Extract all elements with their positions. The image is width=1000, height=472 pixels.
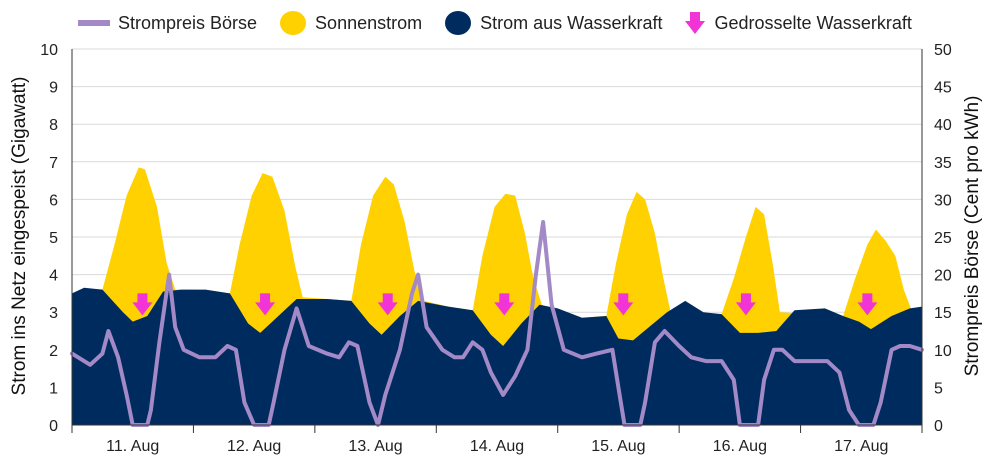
y-tick-label-left: 0 [49,418,58,435]
x-tick-label: 17. Aug [834,438,888,455]
y-tick-label-left: 4 [49,268,58,285]
y-tick-label-right: 35 [934,155,952,172]
throttled-arrows [132,293,878,316]
y-tick-label-left: 2 [49,343,58,360]
y-tick-label-left: 10 [40,42,58,59]
y-tick-label-right: 0 [934,418,943,435]
y-tick-label-right: 25 [934,230,952,247]
chart-legend: Strompreis Börse Sonnenstrom Strom aus W… [78,10,934,36]
y-tick-label-right: 40 [934,117,952,134]
x-tick-label: 14. Aug [470,438,524,455]
legend-label-throttled: Gedrosselte Wasserkraft [714,12,912,33]
throttled-arrow-icon [494,293,515,316]
y-axis-left-title: Strom ins Netz eingespeist (Gigawatt) [9,77,30,396]
y-tick-label-right: 30 [934,192,952,209]
legend-item-hydro: Strom aus Wasserkraft [444,10,662,36]
legend-item-throttled: Gedrosselte Wasserkraft [684,11,912,35]
x-tick-label: 13. Aug [348,438,402,455]
legend-label-hydro: Strom aus Wasserkraft [480,12,663,33]
x-tick-label: 12. Aug [227,438,281,455]
x-tick-label: 11. Aug [106,438,159,455]
y-tick-label-left: 7 [49,155,58,172]
y-tick-label-right: 15 [934,305,952,322]
legend-label-price: Strompreis Börse [118,12,258,33]
throttled-arrow-icon [255,293,276,316]
y-tick-label-left: 5 [49,230,58,247]
throttled-arrow-icon [377,293,398,316]
legend-hydro-swatch [445,11,472,35]
throttled-arrow-icon [735,293,756,316]
y-tick-label-left: 8 [49,117,58,134]
price-line [70,220,924,427]
throttled-arrow-icon [132,293,153,316]
legend-solar-swatch [280,11,307,35]
hydro-area [72,287,922,425]
y-tick-label-left: 9 [49,80,58,97]
y-tick-label-right: 20 [934,268,952,285]
x-tick-label: 15. Aug [591,438,645,455]
y-tick-label-right: 5 [934,380,943,397]
legend-line-swatch [78,20,110,26]
x-tick-label: 16. Aug [713,438,767,455]
line-series [70,220,924,427]
y-tick-label-right: 45 [934,80,952,97]
down-arrow-icon [685,12,706,34]
legend-label-solar: Sonnenstrom [315,12,423,33]
y-tick-label-right: 50 [934,42,952,59]
legend-item-price: Strompreis Börse [78,13,257,34]
legend-item-solar: Sonnenstrom [279,10,422,36]
y-tick-label-right: 10 [934,343,952,360]
y-tick-label-left: 1 [49,380,58,397]
throttled-arrow-icon [857,293,878,316]
throttled-arrow-icon [613,293,634,316]
y-axis-right-title: Strompreis Börse (Cent pro kWh) [962,96,983,377]
y-tick-label-left: 6 [49,192,58,209]
y-tick-label-left: 3 [49,305,58,322]
